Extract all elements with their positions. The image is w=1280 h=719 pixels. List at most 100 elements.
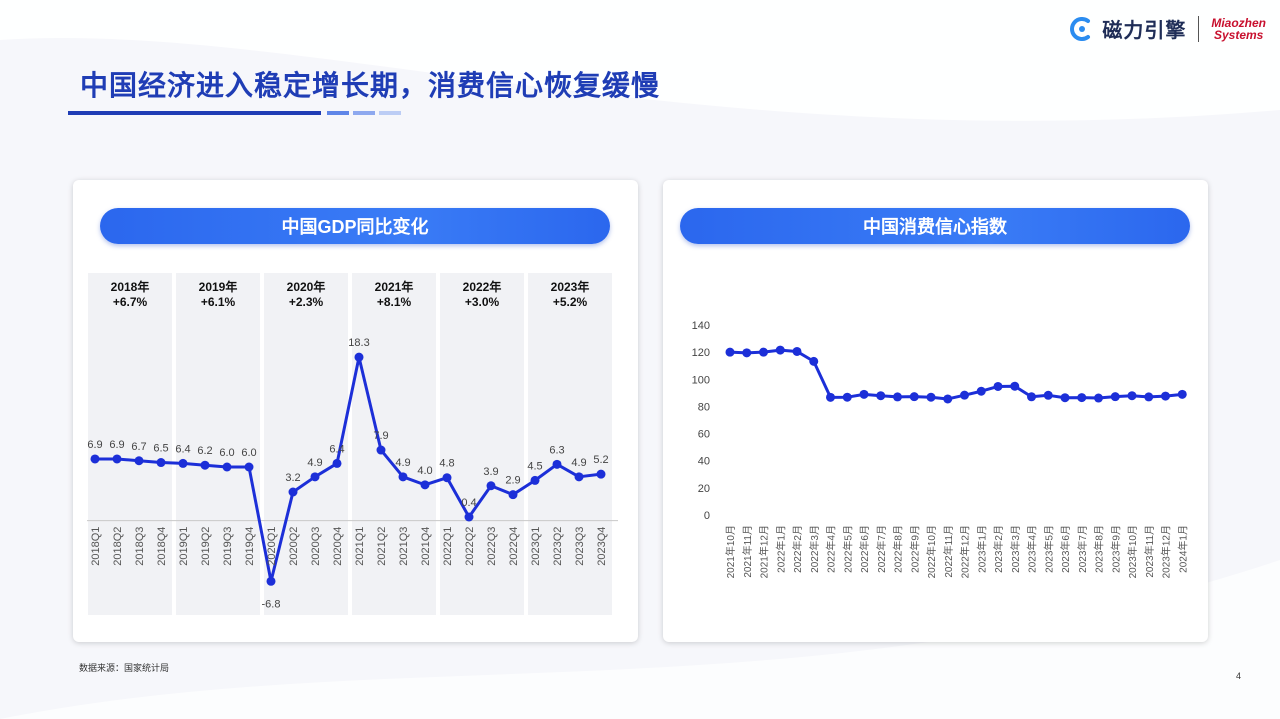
data-source: 数据来源：国家统计局 — [79, 663, 170, 673]
gdp-tick-label: 2020Q4 — [332, 527, 344, 566]
cci-data-point — [1161, 391, 1170, 401]
gdp-data-label: 4.0 — [417, 465, 432, 477]
gdp-data-label: 6.5 — [153, 443, 168, 455]
cci-data-point — [1144, 392, 1154, 402]
gdp-data-label: 4.9 — [571, 457, 586, 469]
gdp-data-point — [398, 472, 408, 482]
gdp-tick-label: 2018Q4 — [156, 527, 168, 566]
cci-tick-label: 2022年7月 — [875, 525, 888, 573]
gdp-tick-label: 2020Q2 — [288, 527, 300, 566]
cci-data-point — [1110, 392, 1120, 402]
cci-tick-label: 2022年12月 — [959, 525, 972, 578]
confidence-panel: 中国消费信心指数 0 20 40 60 80 100 120 140 2021年10月 2021年… — [663, 180, 1208, 642]
cci-tick-label: 2022年4月 — [825, 525, 838, 573]
gdp-data-label: 6.9 — [109, 439, 124, 451]
gdp-data-point — [552, 459, 562, 469]
year-growth-label: +6.7% — [113, 295, 148, 309]
gdp-data-label: 4.8 — [439, 458, 454, 470]
gdp-data-point — [90, 454, 100, 464]
gdp-data-point — [200, 460, 210, 470]
gdp-data-label: 3.9 — [483, 466, 498, 478]
cci-data-point — [842, 392, 852, 402]
cci-data-point — [1077, 393, 1087, 403]
gdp-data-point — [134, 456, 144, 466]
gdp-data-label: 4.9 — [307, 457, 322, 469]
year-growth-label: +2.3% — [289, 295, 324, 309]
cci-tick-label: 2022年11月 — [942, 525, 955, 578]
cci-data-point — [1043, 390, 1053, 400]
gdp-data-point — [178, 458, 188, 468]
cci-data-point — [943, 394, 953, 404]
gdp-data-point — [530, 475, 540, 485]
gdp-data-label: 2.9 — [505, 475, 520, 487]
cci-tick-label: 2022年3月 — [808, 525, 821, 573]
cci-tick-label: 2023年11月 — [1143, 525, 1156, 578]
year-growth-label: +6.1% — [201, 295, 236, 309]
cci-y-tick-label: 0 — [704, 510, 710, 522]
cci-data-point — [993, 381, 1003, 391]
cci-data-point — [1010, 381, 1020, 391]
gdp-tick-label: 2023Q3 — [574, 527, 586, 566]
cci-data-point — [893, 392, 902, 402]
gdp-tick-label: 2021Q1 — [354, 527, 366, 566]
cci-data-point — [725, 347, 735, 357]
brand-name-en: Miaozhen Systems — [1211, 15, 1266, 42]
gdp-data-label: 6.3 — [549, 444, 564, 456]
cci-data-point — [1177, 389, 1187, 399]
gdp-tick-label: 2022Q4 — [508, 527, 520, 566]
cci-tick-label: 2022年1月 — [774, 525, 787, 573]
gdp-data-point — [464, 512, 474, 522]
gdp-data-point — [244, 462, 254, 472]
cci-tick-label: 2023年9月 — [1109, 525, 1122, 573]
cci-tick-label: 2022年8月 — [892, 525, 905, 573]
gdp-tick-label: 2018Q1 — [90, 527, 102, 566]
gdp-tick-label: 2021Q2 — [376, 527, 388, 566]
gdp-tick-label: 2019Q2 — [200, 527, 212, 566]
cci-tick-label: 2021年11月 — [741, 525, 754, 578]
gdp-data-point — [442, 473, 452, 483]
gdp-tick-label: 2021Q3 — [398, 527, 410, 566]
gdp-data-point — [376, 445, 386, 455]
year-column — [352, 273, 436, 615]
cci-y-tick-label: 100 — [692, 374, 710, 386]
year-label: 2021年 — [375, 279, 414, 294]
cci-tick-label: 2023年1月 — [975, 525, 988, 573]
page-title: 中国经济进入稳定增长期，消费信心恢复缓慢 — [80, 70, 661, 101]
gdp-data-label: 6.0 — [241, 447, 256, 459]
year-label: 2018年 — [111, 279, 150, 294]
gdp-data-point — [332, 458, 342, 468]
year-column — [440, 273, 524, 615]
cci-tick-label: 2022年6月 — [858, 525, 871, 573]
gdp-tick-label: 2022Q3 — [486, 527, 498, 566]
gdp-data-point — [222, 462, 232, 472]
gdp-data-label: 6.7 — [131, 441, 146, 453]
cci-tick-label: 2021年12月 — [758, 525, 771, 578]
gdp-data-label: 4.5 — [527, 460, 542, 472]
confidence-chart: 0 20 40 60 80 100 120 140 2021年10月 2021年11月 2021年1… — [692, 320, 1190, 578]
cci-tick-label: 2023年5月 — [1042, 525, 1055, 573]
year-column — [528, 273, 612, 615]
cci-data-point — [1027, 392, 1036, 402]
gdp-data-label: 6.9 — [87, 439, 102, 451]
gdp-tick-label: 2020Q1 — [266, 527, 278, 566]
year-label: 2022年 — [463, 279, 502, 294]
cci-data-point — [876, 391, 886, 401]
gdp-data-label: 6.2 — [197, 445, 212, 457]
brand-name-cn: 磁力引擎 — [1102, 20, 1187, 42]
cci-data-point — [926, 392, 936, 402]
gdp-tick-label: 2019Q4 — [244, 527, 256, 566]
cci-y-tick-label: 120 — [692, 347, 710, 359]
gdp-tick-label: 2023Q1 — [530, 527, 542, 566]
cci-tick-label: 2024年1月 — [1176, 525, 1189, 573]
gdp-tick-label: 2018Q3 — [134, 527, 146, 566]
gdp-data-point — [486, 481, 496, 491]
confidence-chart-title: 中国消费信心指数 — [680, 208, 1190, 244]
year-label: 2023年 — [551, 279, 590, 294]
gdp-data-label: 18.3 — [348, 337, 369, 349]
cci-tick-label: 2023年8月 — [1093, 525, 1106, 573]
year-growth-label: +3.0% — [465, 295, 500, 309]
cci-data-point — [742, 348, 752, 358]
cci-data-point — [859, 389, 869, 399]
cci-data-point — [826, 392, 835, 402]
